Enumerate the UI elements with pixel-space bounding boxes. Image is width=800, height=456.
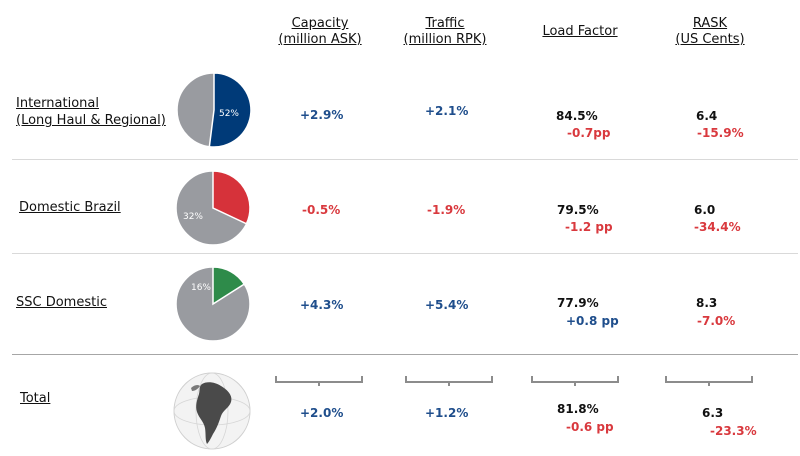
- segment-label-ssc-domestic: SSC Domestic: [16, 294, 107, 311]
- load-factor-delta: -0.7pp: [567, 126, 611, 140]
- pie-percent-label: 32%: [183, 212, 203, 222]
- rask-value: 6.3: [702, 406, 724, 420]
- rask-value: 6.4: [696, 109, 718, 123]
- capacity-value: +2.0%: [300, 406, 344, 420]
- rask-header-title: RASK: [692, 16, 728, 31]
- rask-delta: -15.9%: [697, 126, 744, 140]
- load-factor-value: 79.5%: [557, 203, 599, 217]
- pie-percent-label: 52%: [219, 109, 239, 119]
- load-factor-delta: -0.6 pp: [566, 420, 614, 434]
- load-factor-value: 81.8%: [557, 402, 599, 416]
- capacity-header: Capacity (million ASK): [270, 16, 370, 48]
- segment-label-line: International: [16, 96, 99, 111]
- traffic-header-unit: (million RPK): [403, 32, 487, 47]
- traffic-value: +5.4%: [425, 298, 469, 312]
- rask-delta: -23.3%: [710, 424, 757, 438]
- capacity-header-title: Capacity: [291, 16, 349, 31]
- capacity-bracket: [275, 376, 363, 386]
- total-divider: [12, 354, 798, 355]
- load-factor-header: Load Factor: [530, 24, 630, 40]
- segment-label-total: Total: [20, 391, 51, 406]
- traffic-value: +1.2%: [425, 406, 469, 420]
- capacity-value: -0.5%: [302, 203, 341, 217]
- rask-value: 6.0: [694, 203, 716, 217]
- load-factor-value: 84.5%: [556, 109, 598, 123]
- pie-chart-ssc-domestic: 16%: [175, 266, 251, 342]
- load-factor-delta: -1.2 pp: [565, 220, 613, 234]
- pie-chart-domestic-brazil: 32%: [175, 170, 251, 246]
- row-divider: [12, 253, 798, 254]
- segment-label-line: (Long Haul & Regional): [16, 113, 166, 128]
- rask-delta: -7.0%: [697, 314, 736, 328]
- load-factor-header-title: Load Factor: [542, 24, 618, 39]
- pie-share-slice: [208, 72, 252, 148]
- pie-share-slice: [212, 170, 251, 225]
- segment-label-line: Domestic Brazil: [19, 200, 121, 215]
- segment-label-international: International (Long Haul & Regional): [16, 95, 166, 129]
- rask-bracket: [665, 376, 753, 386]
- rask-header: RASK (US Cents): [660, 16, 760, 48]
- rask-delta: -34.4%: [694, 220, 741, 234]
- pie-chart-international: 52%: [176, 72, 252, 148]
- pie-share-slice: [212, 266, 246, 306]
- rask-value: 8.3: [696, 296, 718, 310]
- capacity-value: +4.3%: [300, 298, 344, 312]
- pie-percent-label: 16%: [191, 283, 211, 293]
- rask-header-unit: (US Cents): [675, 32, 745, 47]
- capacity-header-unit: (million ASK): [278, 32, 362, 47]
- load-factor-delta: +0.8 pp: [566, 314, 619, 328]
- traffic-header: Traffic (million RPK): [390, 16, 500, 48]
- load-factor-value: 77.9%: [557, 296, 599, 310]
- segment-label-line: SSC Domestic: [16, 295, 107, 310]
- traffic-header-title: Traffic: [425, 16, 465, 31]
- load-factor-bracket: [531, 376, 619, 386]
- row-divider: [12, 159, 798, 160]
- traffic-bracket: [405, 376, 493, 386]
- segment-label-domestic-brazil: Domestic Brazil: [19, 199, 121, 216]
- globe-icon: [173, 372, 251, 450]
- capacity-value: +2.9%: [300, 108, 344, 122]
- traffic-value: -1.9%: [427, 203, 466, 217]
- traffic-value: +2.1%: [425, 104, 469, 118]
